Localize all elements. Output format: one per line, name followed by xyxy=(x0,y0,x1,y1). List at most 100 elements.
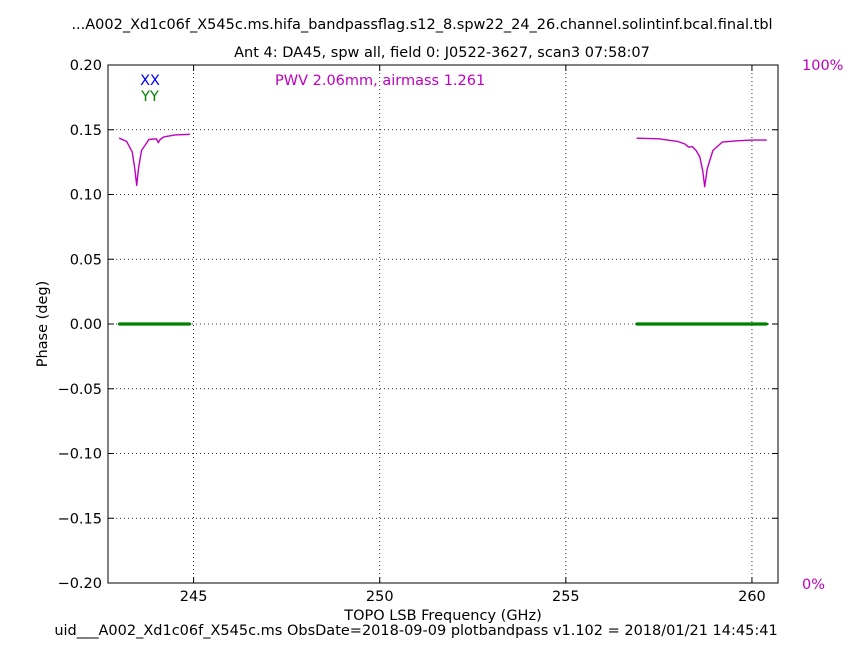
series-point-yy xyxy=(729,322,733,326)
series-point-yy xyxy=(727,322,730,326)
y-tick-label: −0.20 xyxy=(58,576,102,592)
series-point-yy xyxy=(765,322,769,326)
legend-entry-xx: XX xyxy=(140,73,160,89)
series-point-yy xyxy=(673,322,677,326)
y-tick-label: −0.05 xyxy=(58,382,102,398)
series-point-yy xyxy=(731,322,735,326)
chart-subtitle: Ant 4: DA45, spw all, field 0: J0522-362… xyxy=(234,45,650,61)
legend-entry-yy: YY xyxy=(140,89,159,105)
series-point-yy xyxy=(133,322,137,326)
series-point-yy xyxy=(142,322,145,326)
series-point-yy xyxy=(754,322,757,326)
series-point-yy xyxy=(155,322,159,326)
series-point-yy xyxy=(720,322,724,326)
series-point-yy xyxy=(689,322,692,326)
series-point-yy xyxy=(641,322,645,326)
series-point-yy xyxy=(655,322,659,326)
series-point-yy xyxy=(184,322,187,326)
series-point-yy xyxy=(684,322,688,326)
series-point-yy xyxy=(716,322,719,326)
series-point-yy xyxy=(648,322,652,326)
series-point-yy xyxy=(752,322,755,326)
series-point-yy xyxy=(637,322,641,326)
y-axis-label: Phase (deg) xyxy=(35,281,51,368)
series-point-yy xyxy=(162,322,165,326)
series-point-yy xyxy=(146,322,150,326)
series-point-yy xyxy=(734,322,737,326)
series-point-yy xyxy=(758,322,762,326)
series-point-yy xyxy=(117,322,121,326)
series-point-yy xyxy=(682,322,686,326)
y-tick-label: 0.10 xyxy=(70,188,102,204)
series-point-yy xyxy=(725,322,728,326)
series-point-yy xyxy=(745,322,748,326)
series-point-yy xyxy=(175,322,179,326)
series-point-yy xyxy=(153,322,156,326)
series-point-yy xyxy=(131,322,134,326)
series-point-yy xyxy=(760,322,764,326)
series-point-yy xyxy=(707,322,710,326)
y-tick-label: 0.00 xyxy=(70,317,102,333)
series-point-yy xyxy=(722,322,726,326)
series-point-yy xyxy=(644,322,647,326)
series-point-yy xyxy=(711,322,715,326)
series-point-yy xyxy=(128,322,132,326)
series-point-yy xyxy=(646,322,650,326)
series-point-yy xyxy=(698,322,701,326)
series-point-yy xyxy=(763,322,766,326)
right-axis-label-bottom: 0% xyxy=(802,577,825,593)
series-point-yy xyxy=(743,322,746,326)
series-point-yy xyxy=(700,322,704,326)
series-point-yy xyxy=(139,322,143,326)
x-tick-label: 250 xyxy=(366,589,394,605)
series-line-pwv xyxy=(636,137,767,188)
pwv-annotation: PWV 2.06mm, airmass 1.261 xyxy=(275,73,485,89)
series-point-yy xyxy=(635,322,638,326)
series-point-yy xyxy=(713,322,717,326)
series-point-yy xyxy=(120,322,123,326)
y-tick-label: 0.05 xyxy=(70,252,102,268)
series-point-yy xyxy=(662,322,665,326)
y-tick-label: 0.15 xyxy=(70,123,102,139)
y-tick-label: −0.15 xyxy=(58,511,102,527)
series-point-yy xyxy=(675,322,679,326)
ticks: 245 250 255 260 −0.20 −0.15 −0.10 −0.05 0.00 0.05… xyxy=(58,58,778,605)
series-point-yy xyxy=(738,322,742,326)
series-point-yy xyxy=(749,322,753,326)
x-axis-label: TOPO LSB Frequency (GHz) xyxy=(343,608,541,624)
series-point-yy xyxy=(144,322,148,326)
series-point-yy xyxy=(650,322,654,326)
series-point-yy xyxy=(666,322,670,326)
series-point-yy xyxy=(159,322,163,326)
footer-info: uid___A002_Xd1c06f_X545c.ms ObsDate=2018… xyxy=(54,623,777,639)
series-point-yy xyxy=(736,322,739,326)
series-point-yy xyxy=(747,322,751,326)
series-point-yy xyxy=(668,322,672,326)
series-point-yy xyxy=(166,322,170,326)
series-point-yy xyxy=(168,322,172,326)
y-tick-label: −0.10 xyxy=(58,447,102,463)
x-tick-label: 260 xyxy=(738,589,766,605)
series-point-yy xyxy=(164,322,168,326)
series-point-yy xyxy=(695,322,699,326)
series-point-yy xyxy=(686,322,690,326)
series-point-yy xyxy=(135,322,139,326)
series-point-yy xyxy=(702,322,706,326)
series-point-yy xyxy=(150,322,154,326)
series-point-yy xyxy=(148,322,152,326)
series-line-pwv xyxy=(118,133,190,187)
series-point-yy xyxy=(718,322,722,326)
series-layer xyxy=(117,133,769,326)
series-point-yy xyxy=(756,322,760,326)
y-tick-label: 0.20 xyxy=(70,58,102,74)
chart-title: ...A002_Xd1c06f_X545c.ms.hifa_bandpassfl… xyxy=(71,17,772,33)
series-point-yy xyxy=(693,322,697,326)
series-point-yy xyxy=(704,322,708,326)
series-point-yy xyxy=(740,322,744,326)
series-point-yy xyxy=(181,322,185,326)
series-point-yy xyxy=(680,322,683,326)
series-point-yy xyxy=(179,322,183,326)
series-point-yy xyxy=(671,322,674,326)
series-point-yy xyxy=(170,322,174,326)
